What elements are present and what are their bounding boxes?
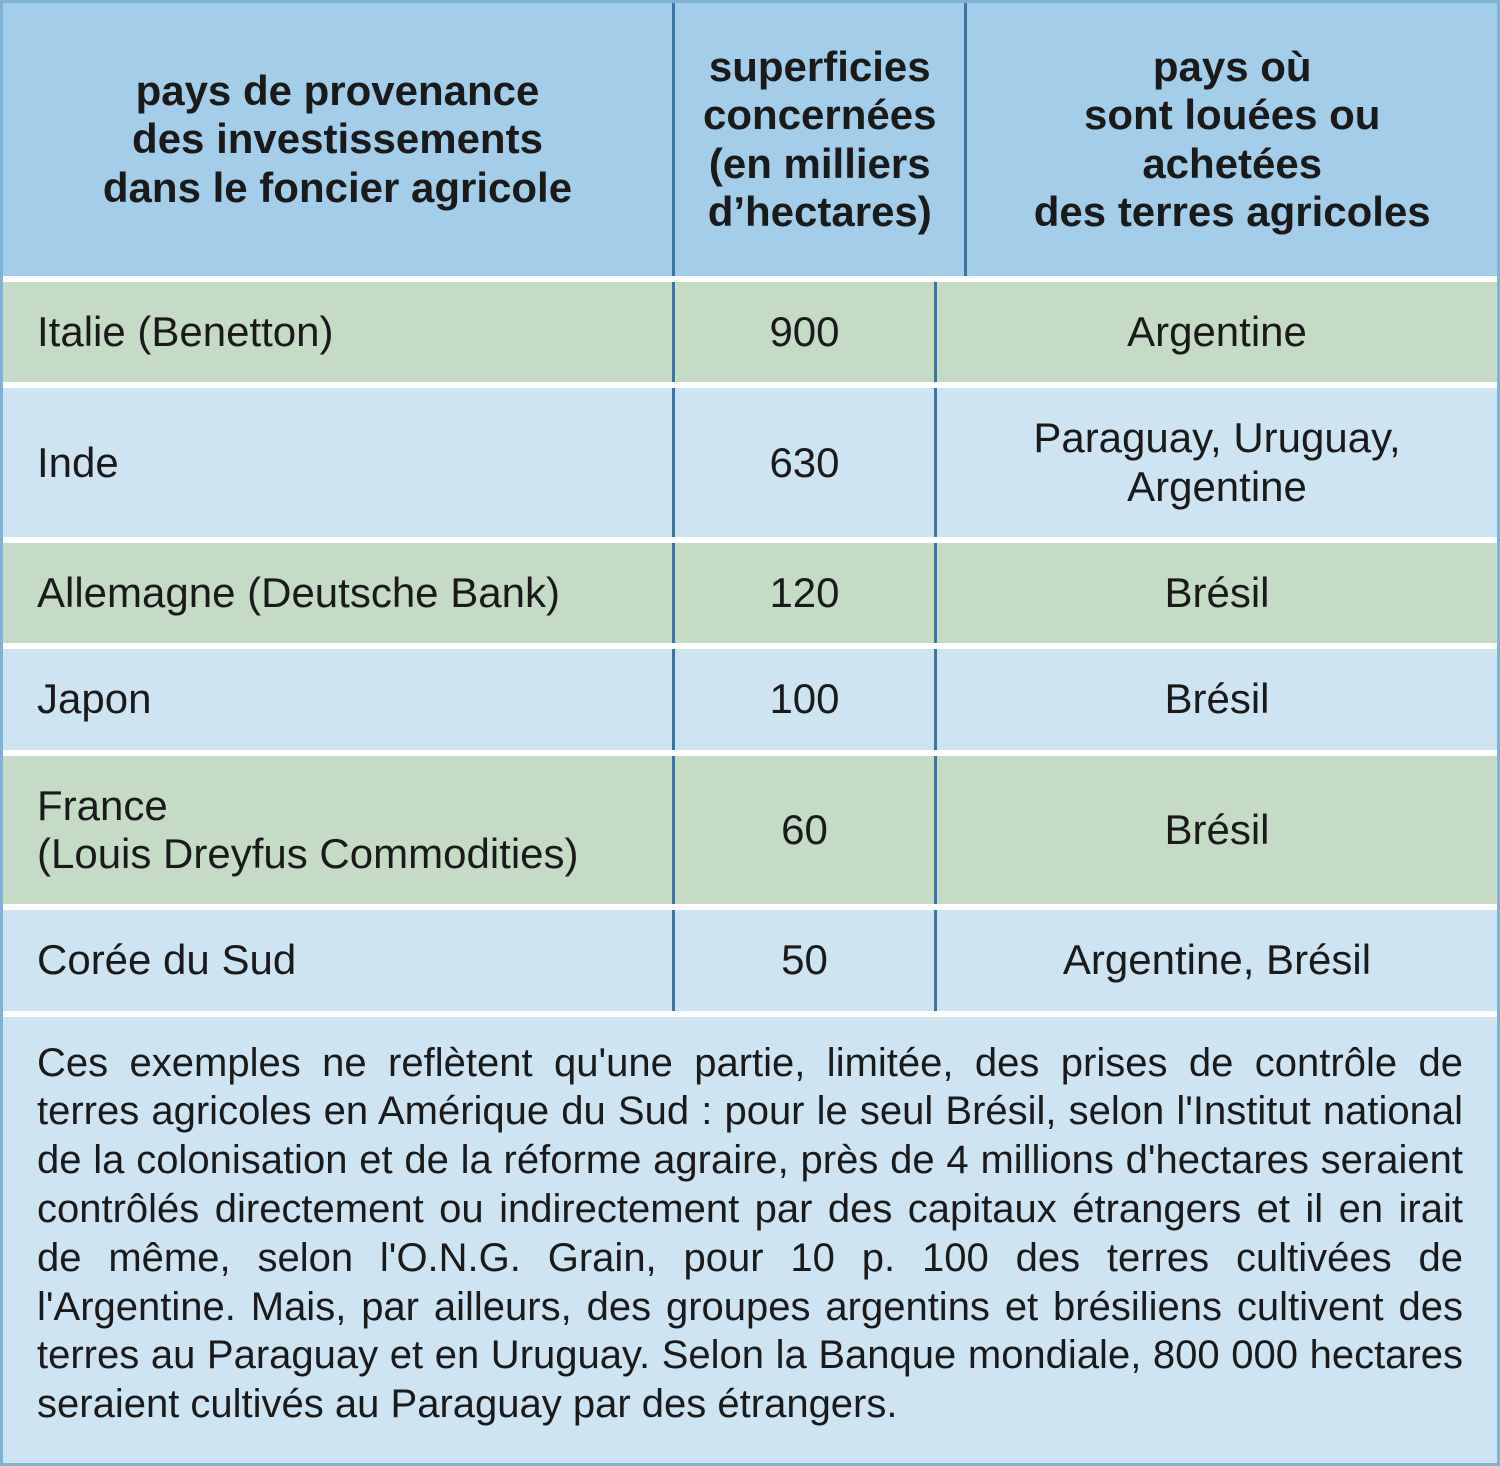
table-row: Japon 100 Brésil <box>3 643 1497 749</box>
cell-origin: Italie (Benetton) <box>3 282 675 382</box>
cell-area: 900 <box>675 282 937 382</box>
col-header-destination: pays oùsont louées ou achetéesdes terres… <box>967 3 1497 276</box>
col-header-origin: pays de provenancedes investissementsdan… <box>3 3 675 276</box>
table-row: France(Louis Dreyfus Commodities) 60 Bré… <box>3 750 1497 905</box>
land-investment-table: pays de provenancedes investissementsdan… <box>0 0 1500 1466</box>
cell-area: 630 <box>675 388 937 537</box>
cell-area: 60 <box>675 756 937 905</box>
cell-origin: Corée du Sud <box>3 910 675 1010</box>
table-footnote-text: Ces exemples ne reflètent qu'une partie,… <box>37 1039 1463 1429</box>
cell-origin: Inde <box>3 388 675 537</box>
cell-destination: Brésil <box>937 543 1497 643</box>
table-body: Italie (Benetton) 900 Argentine Inde 630… <box>3 276 1497 1010</box>
cell-destination: Argentine, Brésil <box>937 910 1497 1010</box>
cell-area: 120 <box>675 543 937 643</box>
table-footnote-row: Ces exemples ne reflètent qu'une partie,… <box>3 1011 1497 1463</box>
cell-destination: Brésil <box>937 649 1497 749</box>
cell-destination: Argentine <box>937 282 1497 382</box>
table-header-row: pays de provenancedes investissementsdan… <box>3 3 1497 276</box>
table-row: Inde 630 Paraguay, Uruguay, Argentine <box>3 382 1497 537</box>
cell-origin: France(Louis Dreyfus Commodities) <box>3 756 675 905</box>
cell-destination: Brésil <box>937 756 1497 905</box>
cell-area: 50 <box>675 910 937 1010</box>
cell-origin: Allemagne (Deutsche Bank) <box>3 543 675 643</box>
col-header-area: superficiesconcernées(en milliersd’hecta… <box>675 3 967 276</box>
cell-destination: Paraguay, Uruguay, Argentine <box>937 388 1497 537</box>
cell-area: 100 <box>675 649 937 749</box>
table-row: Allemagne (Deutsche Bank) 120 Brésil <box>3 537 1497 643</box>
table-row: Corée du Sud 50 Argentine, Brésil <box>3 904 1497 1010</box>
cell-origin: Japon <box>3 649 675 749</box>
table-row: Italie (Benetton) 900 Argentine <box>3 276 1497 382</box>
